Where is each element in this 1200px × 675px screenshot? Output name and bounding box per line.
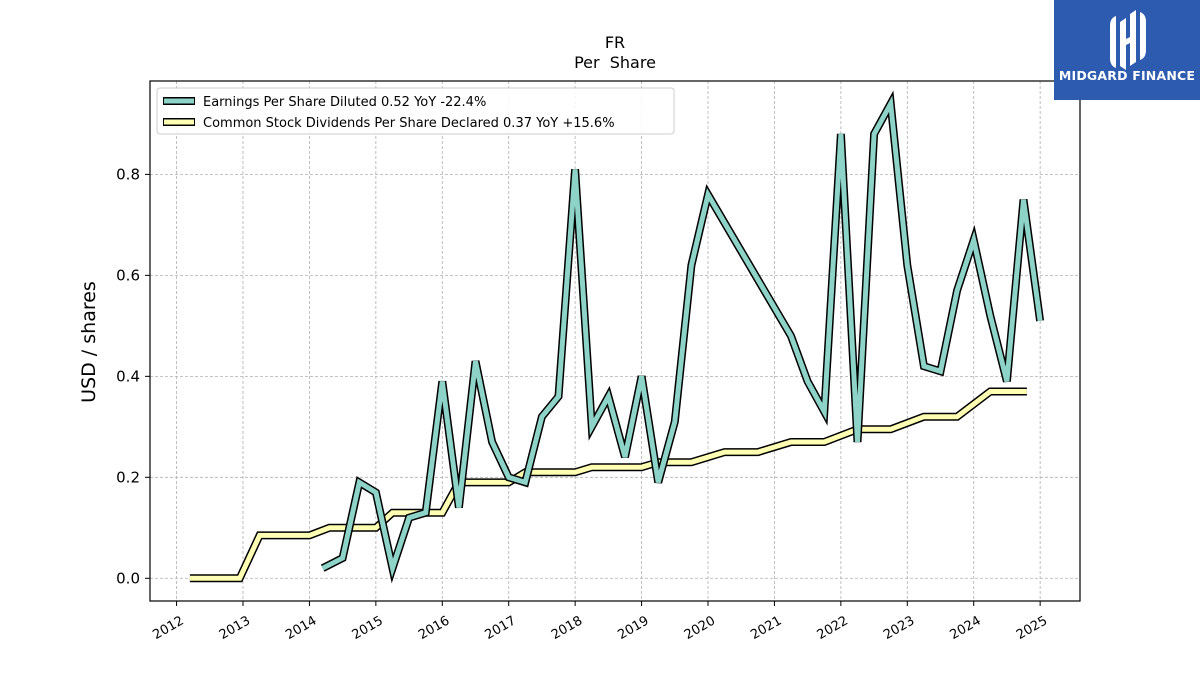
x-tick-label: 2024 xyxy=(948,613,984,643)
logo-mark-icon xyxy=(1110,10,1146,70)
y-tick-label: 0.8 xyxy=(116,165,140,183)
x-tick-label: 2025 xyxy=(1014,613,1050,643)
y-tick-label: 0.0 xyxy=(116,569,140,587)
x-tick-label: 2016 xyxy=(416,613,452,643)
legend: Earnings Per Share Diluted 0.52 YoY -22.… xyxy=(156,87,675,135)
x-tick-label: 2020 xyxy=(682,613,718,643)
x-tick-label: 2015 xyxy=(350,613,386,643)
series-line xyxy=(189,389,1027,581)
series-0 xyxy=(320,90,1045,584)
plot-frame xyxy=(149,80,1081,602)
x-tick-label: 2021 xyxy=(748,613,784,643)
legend-label: Common Stock Dividends Per Share Declare… xyxy=(203,116,615,131)
series-1 xyxy=(189,387,1027,583)
gridlines xyxy=(150,81,1080,601)
y-tick-label: 0.6 xyxy=(116,266,140,284)
series-layer xyxy=(189,90,1045,584)
legend-box xyxy=(156,87,675,135)
x-tick-label: 2012 xyxy=(150,613,186,643)
x-tick-label: 2022 xyxy=(815,613,851,643)
x-tick-label: 2023 xyxy=(881,613,917,643)
x-axis-ticks: 2012 2013 2014 2015 2016 2017 2018 2019 2020 2021… xyxy=(150,601,1050,643)
x-tick-label: 2014 xyxy=(283,613,319,643)
y-axis-ticks: 0.0 0.2 0.4 0.6 0.8 xyxy=(116,165,150,587)
logo-brand-text: MIDGARD FINANCE xyxy=(1058,68,1196,83)
chart-subtitle: Per Share xyxy=(574,53,656,72)
midgard-finance-logo: MIDGARD FINANCE xyxy=(1054,0,1200,100)
y-tick-label: 0.2 xyxy=(116,468,140,486)
y-tick-label: 0.4 xyxy=(116,367,140,385)
y-axis-label: USD / shares xyxy=(78,281,100,403)
chart-title: FR xyxy=(605,33,625,52)
legend-label: Earnings Per Share Diluted 0.52 YoY -22.… xyxy=(203,95,486,110)
series-outline xyxy=(189,387,1027,583)
x-tick-label: 2013 xyxy=(217,613,253,643)
x-tick-label: 2017 xyxy=(483,613,519,643)
series-line xyxy=(321,95,1043,578)
x-tick-label: 2019 xyxy=(615,613,651,643)
x-tick-label: 2018 xyxy=(549,613,585,643)
